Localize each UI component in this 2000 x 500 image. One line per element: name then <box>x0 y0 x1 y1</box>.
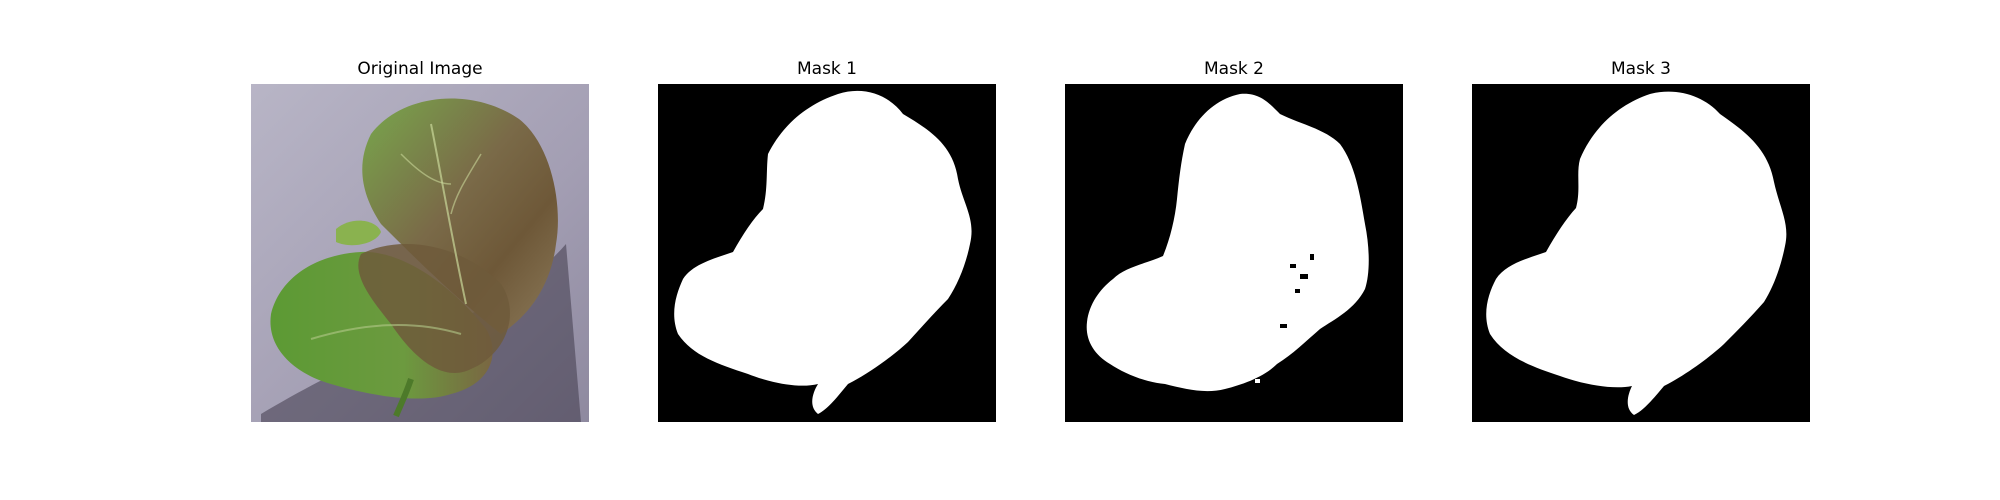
mask-1-panel <box>658 84 996 422</box>
mask-1-image <box>658 84 996 422</box>
mask-2-panel <box>1065 84 1403 422</box>
mask-3-panel <box>1472 84 1810 422</box>
original-image-title: Original Image <box>357 59 483 79</box>
mask-3-image <box>1472 84 1810 422</box>
leaf-photo <box>251 84 589 422</box>
mask-2-image <box>1065 84 1403 422</box>
original-image-panel <box>251 84 589 422</box>
mask-1-title: Mask 1 <box>796 59 857 79</box>
mask-2-title: Mask 2 <box>1203 59 1264 79</box>
mask-3-title: Mask 3 <box>1610 59 1671 79</box>
